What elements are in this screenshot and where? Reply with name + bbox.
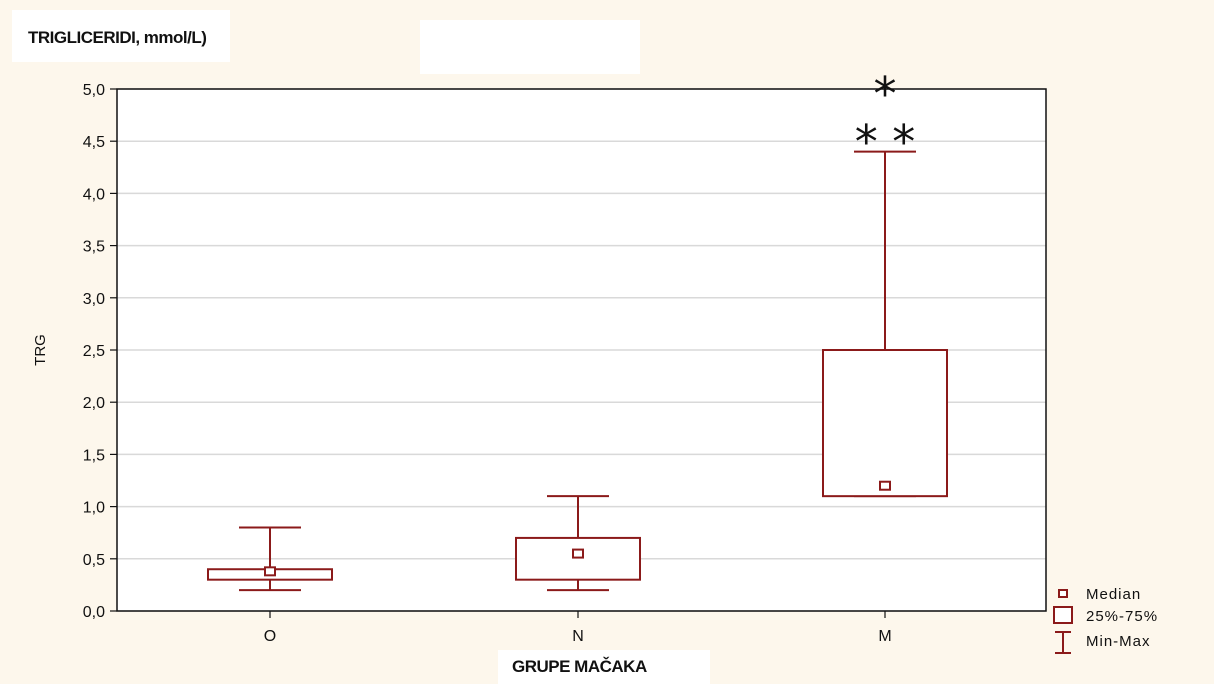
legend-median-swatch [1058,589,1068,598]
significance-star: * [874,67,897,121]
y-tick-label: 1,0 [83,500,105,517]
x-tick-label: M [878,628,891,645]
iqr-box [515,536,641,581]
box-group-O [207,526,333,592]
plot-frame [116,88,1047,612]
median-marker [264,566,276,577]
chart-title: TRIGLICERIDI, mmol/L) [28,28,207,47]
title-background [12,10,230,62]
legend: Median 25%-75% Min-Max [1053,586,1158,654]
legend-iqr-swatch [1053,606,1073,624]
box-series [207,150,948,592]
box-group-N [515,495,641,592]
y-tick-label: 3,0 [83,291,105,308]
x-axis-label: GRUPE MAČAKA [512,657,647,676]
x-tick-label: O [264,628,276,645]
legend-minmax-label: Min-Max [1086,633,1151,650]
y-tick-label: 4,0 [83,186,105,203]
y-tick-label: 3,5 [83,239,105,256]
y-tick-label: 0,0 [83,604,105,621]
y-tick-label: 5,0 [83,82,105,99]
legend-median-label: Median [1086,586,1141,603]
median-marker [879,480,891,491]
y-tick-label: 0,5 [83,552,105,569]
significance-star: * * [855,115,916,169]
box-group-M [822,150,948,498]
y-tick-label: 2,0 [83,395,105,412]
significance-markers: ** * [855,67,916,169]
y-tick-label: 4,5 [83,134,105,151]
median-marker [572,548,584,559]
x-tick-label: N [572,628,584,645]
y-axis-label: TRG [32,334,49,366]
legend-iqr-label: 25%-75% [1086,608,1158,625]
iqr-box [822,349,948,498]
x-axis-label-background [498,650,710,684]
y-tick-label: 1,5 [83,447,105,464]
y-axis-ticks: 0,0 0,5 1,0 1,5 2,0 2,5 3,0 3,5 4,0 4,5 5,0 [83,82,117,621]
y-tick-label: 2,5 [83,343,105,360]
blank-label-box [420,20,640,74]
